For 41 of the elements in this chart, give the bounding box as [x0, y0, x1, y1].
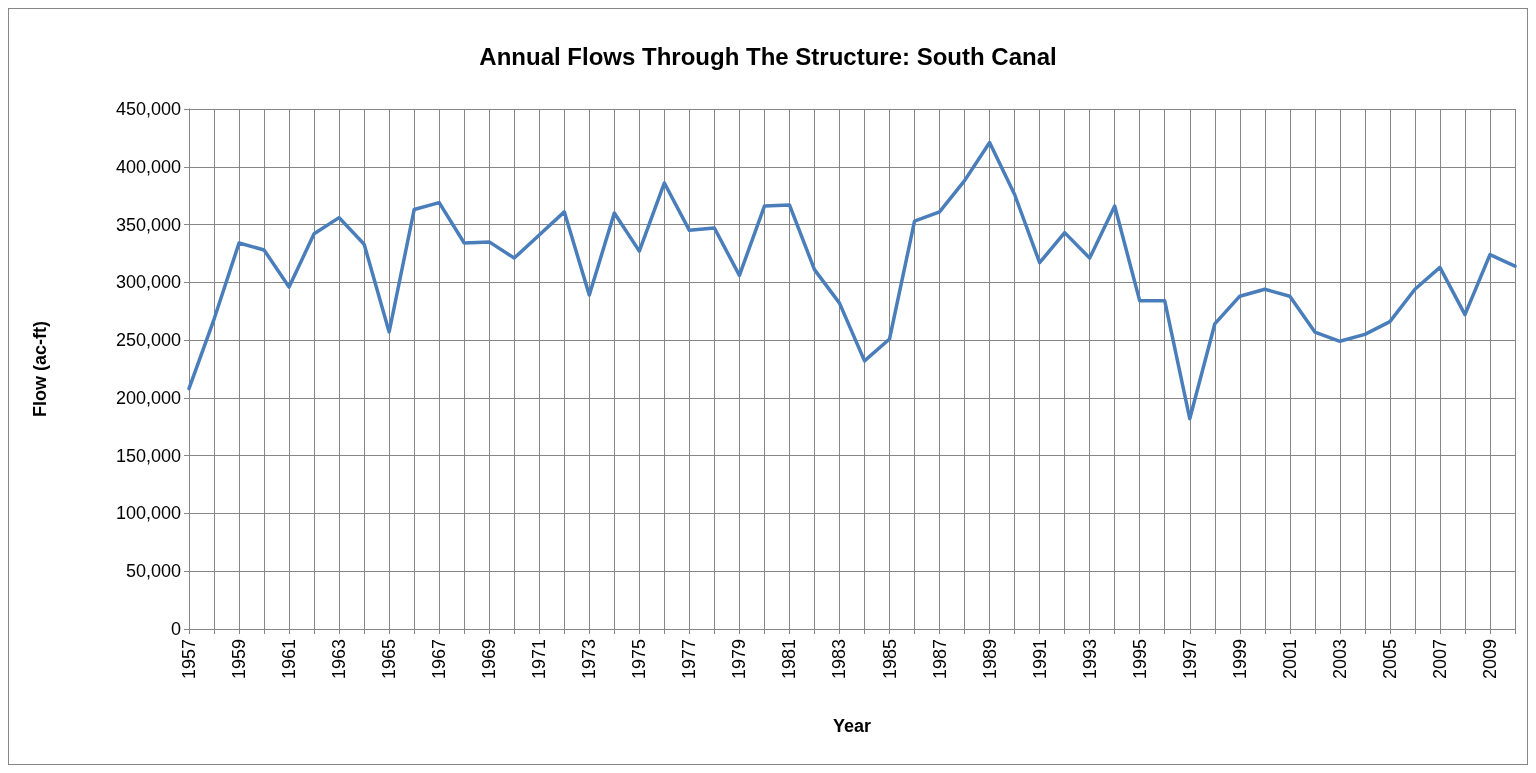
x-tick-label: 1995: [1129, 639, 1150, 680]
x-tick-label: 1985: [879, 639, 900, 680]
y-tick-label: 150,000: [115, 445, 181, 466]
x-tick-label: 2009: [1479, 639, 1500, 680]
x-axis-title: Year: [832, 716, 872, 736]
x-tick-label: 2005: [1379, 639, 1400, 680]
x-tick-label: 1975: [629, 639, 650, 680]
y-tick-label: 400,000: [115, 156, 181, 177]
x-tick-label: 1997: [1179, 639, 1200, 680]
x-tick-label: 1963: [329, 639, 350, 680]
x-tick-label: 1961: [279, 639, 300, 680]
x-tick-label: 1967: [429, 639, 450, 680]
x-tick-label: 1999: [1229, 639, 1250, 680]
x-tick-label: 1993: [1079, 639, 1100, 680]
chart-title: Annual Flows Through The Structure: South Canal: [479, 42, 1057, 70]
x-tick-label: 1991: [1029, 639, 1050, 680]
y-tick-label: 100,000: [115, 503, 181, 524]
y-tick-label: 200,000: [115, 387, 181, 408]
x-tick-label: 1983: [829, 639, 850, 680]
y-tick-label: 0: [170, 619, 181, 639]
line-series: [187, 140, 1517, 421]
x-tick-label: 2001: [1279, 639, 1300, 680]
x-tick-label: 1959: [229, 639, 250, 680]
y-tick-label: 450,000: [115, 99, 181, 119]
x-tick-label: 1969: [479, 639, 500, 680]
x-tick-label: 1957: [179, 639, 199, 680]
x-tick-label: 1973: [579, 639, 600, 680]
x-tick-label: 1981: [779, 639, 800, 680]
y-tick-label: 250,000: [115, 330, 181, 351]
x-tick-label: 1989: [979, 639, 1000, 680]
y-tick-label: 300,000: [115, 272, 181, 293]
x-tick-label: 2007: [1429, 639, 1450, 680]
x-tick-label: 2003: [1329, 639, 1350, 680]
y-tick-label: 50,000: [125, 561, 181, 582]
x-tick-label: 1979: [729, 639, 750, 680]
x-tick-label: 1987: [929, 639, 950, 680]
x-tick-label: 1977: [679, 639, 700, 680]
x-tick-label: 1971: [529, 639, 550, 680]
x-tick-label: 1965: [379, 639, 400, 680]
y-axis-title: Flow (ac-ft): [30, 321, 50, 417]
y-tick-label: 350,000: [115, 214, 181, 235]
